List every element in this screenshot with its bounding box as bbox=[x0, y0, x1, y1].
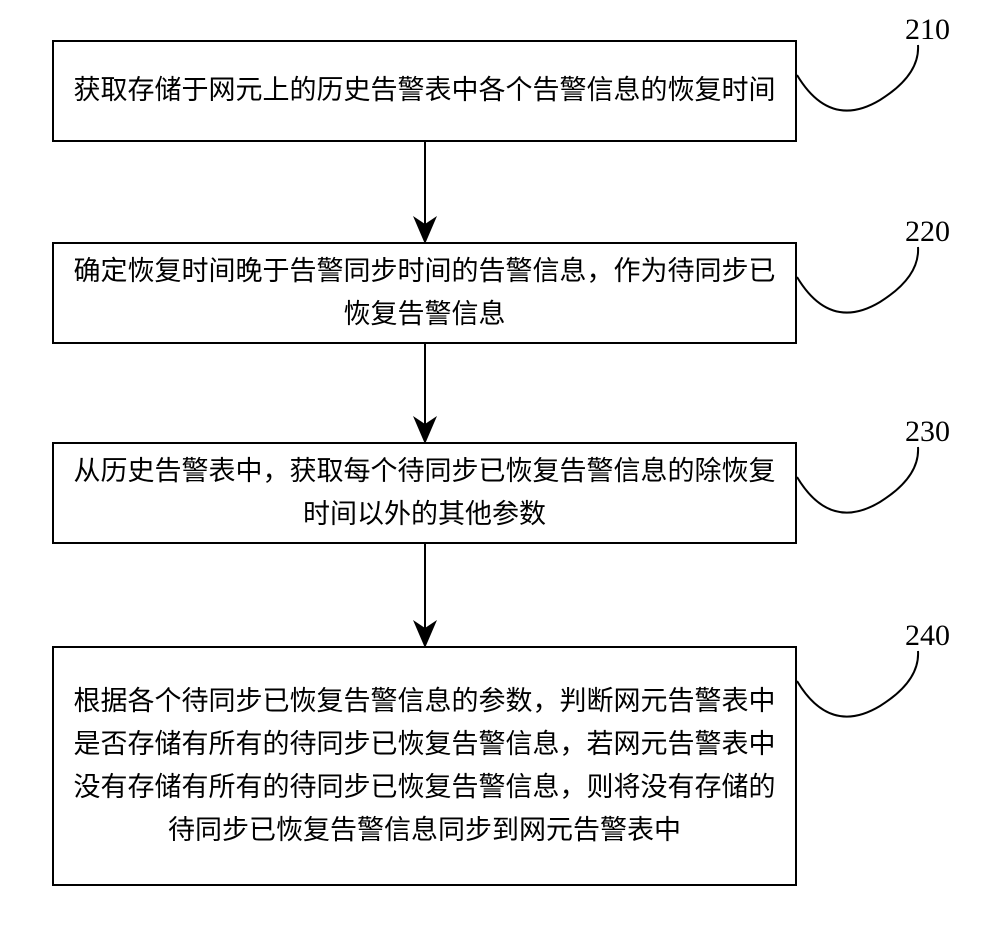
flowchart-canvas: 获取存储于网元上的历史告警表中各个告警信息的恢复时间 确定恢复时间晚于告警同步时… bbox=[0, 0, 1000, 926]
leader-lines bbox=[0, 0, 1000, 926]
